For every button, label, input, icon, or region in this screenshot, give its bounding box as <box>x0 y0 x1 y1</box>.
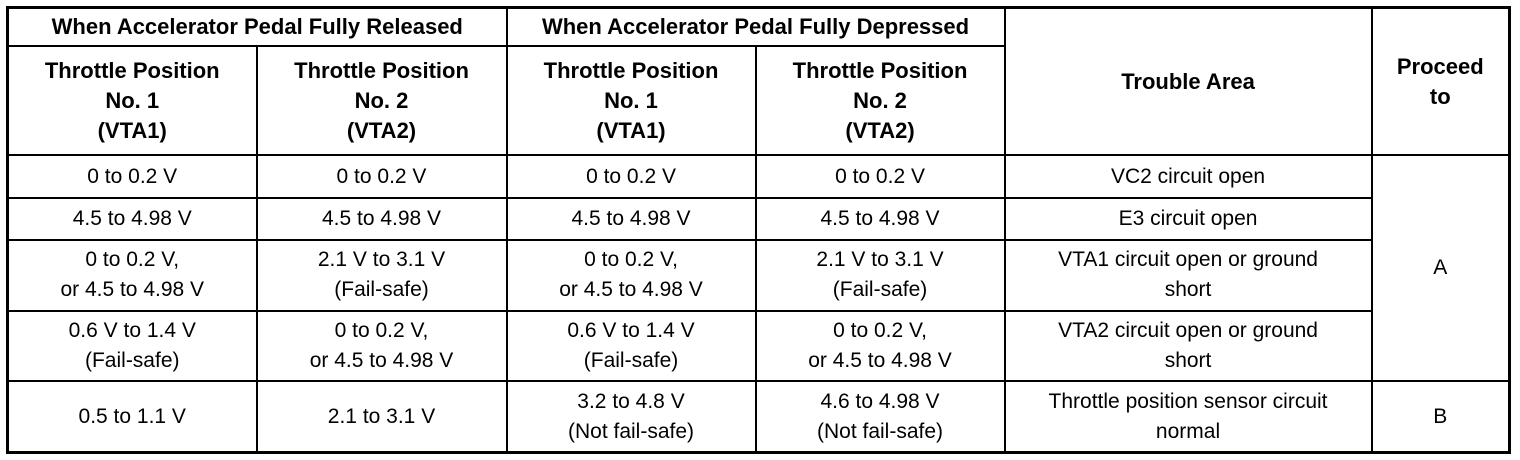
header-pedal-depressed: When Accelerator Pedal Fully Depressed <box>505 6 1006 48</box>
trouble-area-cell: E3 circuit open <box>1003 196 1373 242</box>
table-cell: 3.2 to 4.8 V (Not fail-safe) <box>505 380 757 454</box>
header-proceed-line-2: to <box>1429 83 1451 109</box>
table-row: 4.5 to 4.98 V 4.5 to 4.98 V 4.5 to 4.98 … <box>6 196 1510 242</box>
cell-line: (Fail-safe) <box>334 278 429 302</box>
cell-line: 4.5 to 4.98 V <box>72 206 192 230</box>
cell-line: 0 to 0.2 V, <box>85 248 180 272</box>
header-line: No. 1 <box>604 87 658 113</box>
table-cell: 0 to 0.2 V <box>255 154 508 199</box>
table-cell: 2.1 to 3.1 V <box>255 380 508 454</box>
table-cell: 0 to 0.2 V, or 4.5 to 4.98 V <box>505 239 757 312</box>
table-cell: 4.5 to 4.98 V <box>505 196 757 242</box>
header-trouble-area: Trouble Area <box>1003 6 1373 157</box>
cell-line: 4.5 to 4.98 V <box>571 206 691 230</box>
cell-line: 0 to 0.2 V, <box>334 319 429 342</box>
header-released-vta2: Throttle Position No. 2 (VTA2) <box>255 45 508 157</box>
cell-line: 3.2 to 4.8 V <box>577 389 685 413</box>
cell-line: short <box>1164 278 1212 302</box>
cell-line: 0.6 V to 1.4 V <box>567 319 695 342</box>
table-row: 0.6 V to 1.4 V (Fail-safe) 0 to 0.2 V, o… <box>6 309 1510 383</box>
cell-line: VC2 circuit open <box>1110 164 1266 188</box>
cell-line: 0.6 V to 1.4 V <box>68 319 196 342</box>
table-cell: 4.6 to 4.98 V (Not fail-safe) <box>754 380 1006 454</box>
table-cell: 0.6 V to 1.4 V (Fail-safe) <box>6 309 258 383</box>
group-header-row: When Accelerator Pedal Fully Released Wh… <box>6 6 1511 157</box>
cell-line: 0 to 0.2 V <box>586 164 676 188</box>
header-depressed-vta2: Throttle Position No. 2 (VTA2) <box>754 45 1006 157</box>
cell-line: (Not fail-safe) <box>568 419 695 443</box>
trouble-area-cell: Throttle position sensor circuit normal <box>1003 380 1373 454</box>
sub-header-row: Throttle Position No. 1 (VTA1) Throttle … <box>6 45 1510 157</box>
proceed-cell-a: A <box>1370 154 1511 383</box>
header-proceed-to: Proceed to <box>1370 6 1511 157</box>
header-line: No. 1 <box>105 87 160 113</box>
header-line: Throttle Position <box>294 57 469 83</box>
table-cell: 0 to 0.2 V, or 4.5 to 4.98 V <box>6 239 258 312</box>
cell-line: (Not fail-safe) <box>817 419 944 443</box>
cell-line: 4.5 to 4.98 V <box>820 206 940 230</box>
cell-line: short <box>1164 349 1212 372</box>
header-line: No. 2 <box>853 87 907 113</box>
table-cell: 0 to 0.2 V <box>505 154 757 199</box>
trouble-area-cell: VTA2 circuit open or ground short <box>1003 309 1373 383</box>
header-released-vta1: Throttle Position No. 1 (VTA1) <box>6 45 258 157</box>
header-proceed-line-1: Proceed <box>1396 53 1484 79</box>
cell-line: 0 to 0.2 V <box>87 164 178 188</box>
cell-line: VTA2 circuit open or ground <box>1058 319 1318 342</box>
cell-line: 0.5 to 1.1 V <box>78 404 186 428</box>
cell-line: (Fail-safe) <box>84 349 180 372</box>
table-cell: 0 to 0.2 V <box>754 154 1006 199</box>
throttle-position-table: When Accelerator Pedal Fully Released Wh… <box>6 6 1512 454</box>
cell-line: (Fail-safe) <box>832 278 928 302</box>
header-line: Throttle Position <box>44 57 220 83</box>
cell-line: Throttle position sensor circuit <box>1048 389 1328 413</box>
header-line: (VTA1) <box>596 117 666 143</box>
table-cell: 0.6 V to 1.4 V (Fail-safe) <box>505 309 757 383</box>
cell-line: 2.1 to 3.1 V <box>327 404 436 428</box>
cell-line: 4.6 to 4.98 V <box>820 389 940 413</box>
cell-line: 2.1 V to 3.1 V <box>317 248 446 272</box>
header-line: Throttle Position <box>543 57 719 83</box>
cell-line: (Fail-safe) <box>583 349 679 372</box>
table-row: 0 to 0.2 V, or 4.5 to 4.98 V 2.1 V to 3.… <box>6 239 1510 312</box>
cell-line: 2.1 V to 3.1 V <box>816 248 944 272</box>
table-cell: 2.1 V to 3.1 V (Fail-safe) <box>255 239 508 312</box>
cell-line: 0 to 0.2 V, <box>584 248 678 272</box>
table-cell: 4.5 to 4.98 V <box>6 196 258 242</box>
cell-line: 0 to 0.2 V, <box>833 319 927 342</box>
table-cell: 0 to 0.2 V, or 4.5 to 4.98 V <box>754 309 1006 383</box>
cell-line: VTA1 circuit open or ground <box>1058 248 1318 272</box>
header-line: Throttle Position <box>792 57 968 83</box>
cell-line: or 4.5 to 4.98 V <box>309 349 454 372</box>
trouble-area-cell: VTA1 circuit open or ground short <box>1003 239 1373 312</box>
header-line: (VTA2) <box>346 117 417 143</box>
proceed-cell-b: B <box>1370 380 1511 454</box>
table-cell: 0 to 0.2 V, or 4.5 to 4.98 V <box>255 309 508 383</box>
cell-line: normal <box>1155 419 1221 443</box>
table-cell: 0 to 0.2 V <box>6 154 258 199</box>
cell-line: 4.5 to 4.98 V <box>321 206 442 230</box>
table-cell: 4.5 to 4.98 V <box>255 196 508 242</box>
trouble-area-cell: VC2 circuit open <box>1003 154 1373 199</box>
cell-line: E3 circuit open <box>1118 206 1258 230</box>
header-line: (VTA2) <box>845 117 915 143</box>
cell-line: or 4.5 to 4.98 V <box>559 278 703 302</box>
table-row: 0.5 to 1.1 V 2.1 to 3.1 V 3.2 to 4.8 V (… <box>6 380 1511 454</box>
table-cell: 2.1 V to 3.1 V (Fail-safe) <box>754 239 1006 312</box>
table-cell: 0.5 to 1.1 V <box>6 380 258 454</box>
table-cell: 4.5 to 4.98 V <box>754 196 1006 242</box>
table-row: 0 to 0.2 V 0 to 0.2 V 0 to 0.2 V 0 to 0.… <box>6 154 1511 383</box>
cell-line: 0 to 0.2 V <box>336 164 427 188</box>
cell-line: or 4.5 to 4.98 V <box>808 349 952 372</box>
cell-line: 0 to 0.2 V <box>835 164 925 188</box>
header-depressed-vta1: Throttle Position No. 1 (VTA1) <box>505 45 757 157</box>
header-line: No. 2 <box>354 87 409 113</box>
header-pedal-released: When Accelerator Pedal Fully Released <box>6 6 508 48</box>
header-line: (VTA1) <box>97 117 167 143</box>
cell-line: or 4.5 to 4.98 V <box>60 278 205 302</box>
